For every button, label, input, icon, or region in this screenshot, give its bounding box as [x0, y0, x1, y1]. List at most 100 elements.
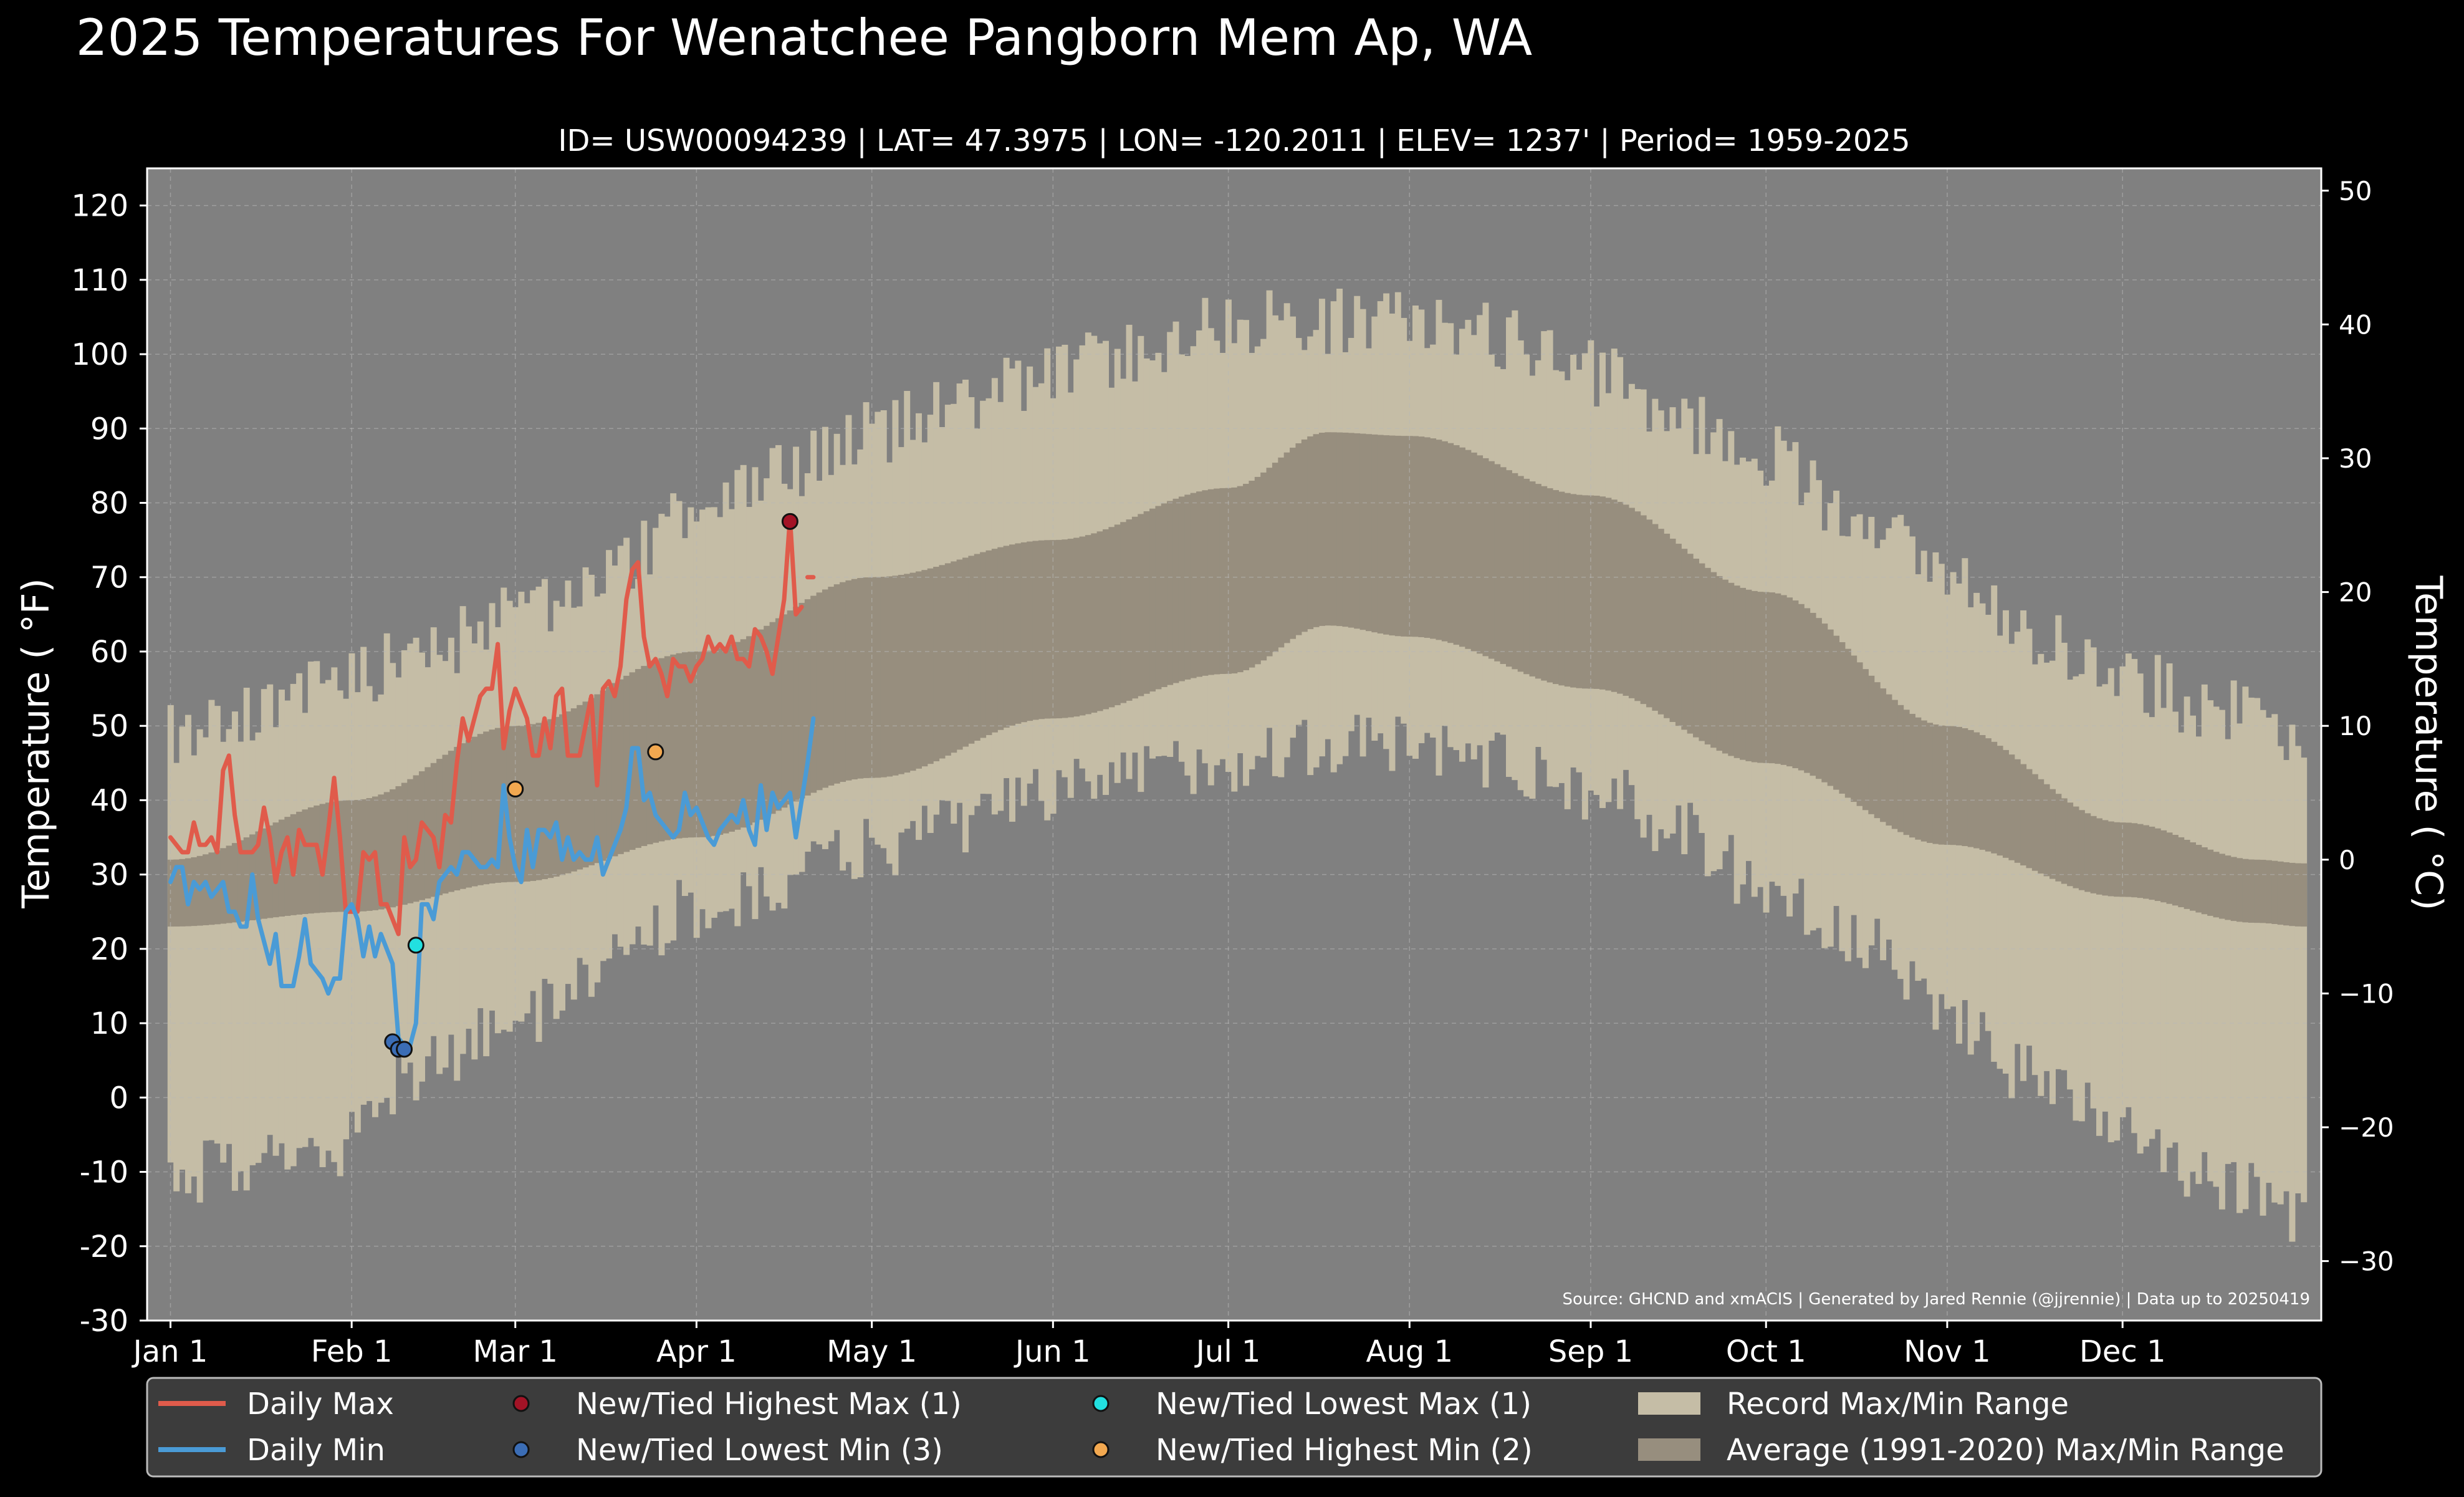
normal-range-bar	[2236, 858, 2243, 922]
record-range-bar	[2166, 663, 2173, 1148]
normal-range-bar	[1932, 724, 1939, 844]
record-range-bar	[2265, 718, 2272, 1183]
normal-range-bar	[951, 561, 957, 753]
normal-range-bar	[2014, 759, 2021, 863]
normal-range-bar	[1225, 488, 1232, 674]
normal-range-bar	[1827, 629, 1834, 786]
normal-range-bar	[1143, 511, 1150, 694]
source-note: Source: GHCND and xmACIS | Generated by …	[1562, 1290, 2310, 1309]
normal-range-bar	[2125, 822, 2132, 897]
normal-range-bar	[933, 567, 940, 761]
normal-range-bar	[816, 592, 823, 791]
normal-range-bar	[1967, 729, 1974, 847]
x-tick-label: Feb 1	[311, 1334, 393, 1369]
normal-range-bar	[559, 714, 566, 875]
normal-range-bar	[828, 587, 835, 786]
normal-range-bar	[1196, 491, 1203, 677]
x-tick-label: May 1	[827, 1334, 917, 1369]
y2-tick-label: 50	[2339, 176, 2372, 206]
chart-subtitle: ID= USW00094239 | LAT= 47.3975 | LON= -1…	[558, 123, 1910, 158]
normal-range-bar	[1214, 488, 1220, 675]
normal-range-bar	[1581, 495, 1588, 689]
normal-range-bar	[413, 775, 419, 902]
plot-frame	[146, 167, 2323, 1322]
normal-range-bar	[2078, 810, 2085, 890]
record-range-bar	[255, 732, 262, 1163]
normal-range-bar	[676, 653, 683, 839]
record-range-bar	[2078, 674, 2085, 1122]
normal-range-bar	[1067, 539, 1074, 718]
x-tick-label: Jun 1	[1014, 1334, 1091, 1369]
normal-range-bar	[1810, 612, 1816, 776]
normal-range-bar	[1891, 700, 1898, 829]
normal-range-bar	[1821, 623, 1828, 782]
normal-range-bar	[1243, 483, 1250, 670]
normal-range-bar	[430, 763, 437, 897]
normal-range-bar	[1710, 572, 1717, 748]
normal-range-bar	[1915, 717, 1922, 840]
record-range-bar	[2049, 660, 2056, 1104]
normal-range-bar	[1962, 728, 1968, 846]
normal-range-bar	[331, 801, 338, 912]
record-range-bar	[2190, 715, 2197, 1172]
record-range-bar	[249, 740, 256, 1165]
record-range-bar	[2225, 739, 2232, 1164]
normal-range-bar	[991, 549, 998, 733]
normal-range-bar	[1494, 464, 1501, 662]
normal-range-bar	[1365, 434, 1372, 632]
plot-area	[146, 167, 2323, 1322]
record-range-bar	[2172, 711, 2179, 1143]
normal-range-bar	[471, 736, 478, 887]
legend-dot-swatch	[512, 1395, 530, 1412]
record-range-bar	[179, 726, 186, 1170]
legend-label: New/Tied Lowest Min (3)	[576, 1433, 943, 1468]
y-tick-label: 80	[90, 486, 128, 521]
normal-range-bar	[261, 828, 267, 919]
y2-tick-label: 0	[2339, 845, 2356, 875]
normal-range-bar	[1424, 437, 1431, 638]
normal-range-bar	[378, 794, 385, 910]
daily-min-line	[168, 716, 816, 1048]
normal-range-bar	[1207, 489, 1214, 675]
normal-range-bar	[1669, 538, 1676, 722]
record-range-bar	[2294, 746, 2301, 1194]
record-range-bar	[226, 729, 232, 1144]
normal-range-bar	[2160, 830, 2167, 903]
normal-range-bar	[237, 840, 244, 922]
normal-range-bar	[2137, 824, 2144, 898]
normal-range-bar	[419, 771, 425, 900]
normal-range-bar	[1430, 438, 1437, 639]
y-tick-label: -20	[80, 1230, 128, 1264]
record-range-bar	[185, 715, 191, 1193]
record-range-bar	[337, 690, 343, 1177]
normal-range-bar	[577, 705, 583, 870]
normal-range-bar	[764, 625, 770, 817]
normal-range-bar	[2102, 820, 2109, 896]
normal-range-bar	[2154, 828, 2161, 902]
normal-range-bar	[775, 618, 782, 811]
normal-range-bar	[2294, 863, 2301, 927]
normal-range-bar	[1868, 675, 1875, 814]
normal-range-bar	[1219, 488, 1226, 674]
normal-range-bar	[1103, 529, 1110, 710]
record-range-bar	[2289, 724, 2296, 1242]
normal-range-bar	[191, 857, 198, 927]
normal-range-bar	[2190, 842, 2197, 911]
normal-range-bar	[688, 652, 694, 838]
normal-range-bar	[1389, 435, 1396, 636]
normal-range-bar	[1844, 648, 1851, 798]
normal-range-bar	[681, 652, 688, 838]
normal-range-bar	[793, 606, 800, 802]
y-tick-label: 60	[90, 635, 128, 670]
record-range-bar	[2143, 713, 2149, 1147]
legend: Daily Max Daily Min New/Tied Highest Max (…	[146, 1377, 2323, 1478]
record-range-bar	[2038, 653, 2045, 1096]
y-tick-label: -30	[80, 1304, 128, 1339]
record-range-bar	[331, 667, 338, 1162]
normal-range-bar	[436, 759, 443, 895]
normal-range-bar	[1529, 481, 1536, 676]
normal-range-bar	[1681, 549, 1688, 730]
legend-label: New/Tied Lowest Max (1)	[1156, 1387, 1532, 1422]
y2-tick-label: −20	[2339, 1112, 2394, 1143]
normal-range-bar	[208, 852, 215, 925]
